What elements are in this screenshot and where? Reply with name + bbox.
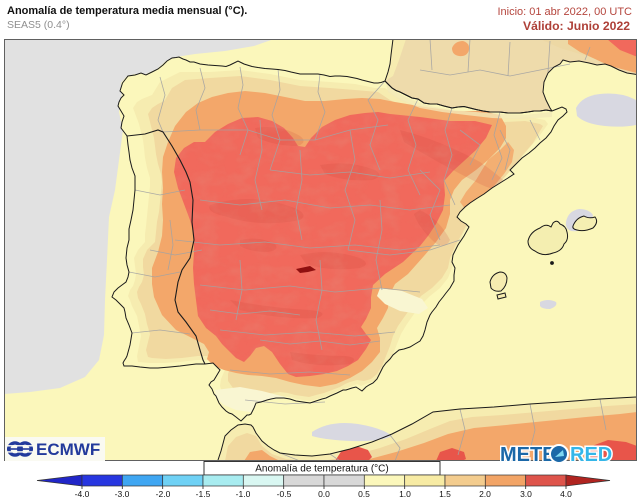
svg-text:1.0: 1.0 xyxy=(399,489,411,499)
svg-text:0.0: 0.0 xyxy=(318,489,330,499)
svg-text:ECMWF: ECMWF xyxy=(36,440,100,459)
svg-text:RED: RED xyxy=(570,444,612,465)
svg-text:METE: METE xyxy=(500,444,556,465)
svg-text:-1.0: -1.0 xyxy=(236,489,251,499)
svg-text:-3.0: -3.0 xyxy=(115,489,130,499)
svg-text:Anomalía de temperatura (°C): Anomalía de temperatura (°C) xyxy=(255,464,389,475)
svg-text:-0.5: -0.5 xyxy=(277,489,292,499)
svg-text:3.0: 3.0 xyxy=(520,489,532,499)
svg-text:-1.5: -1.5 xyxy=(196,489,211,499)
svg-text:2.0: 2.0 xyxy=(479,489,491,499)
svg-text:4.0: 4.0 xyxy=(560,489,572,499)
svg-text:0.5: 0.5 xyxy=(358,489,370,499)
svg-text:-2.0: -2.0 xyxy=(156,489,171,499)
svg-text:1.5: 1.5 xyxy=(439,489,451,499)
svg-text:-4.0: -4.0 xyxy=(75,489,90,499)
